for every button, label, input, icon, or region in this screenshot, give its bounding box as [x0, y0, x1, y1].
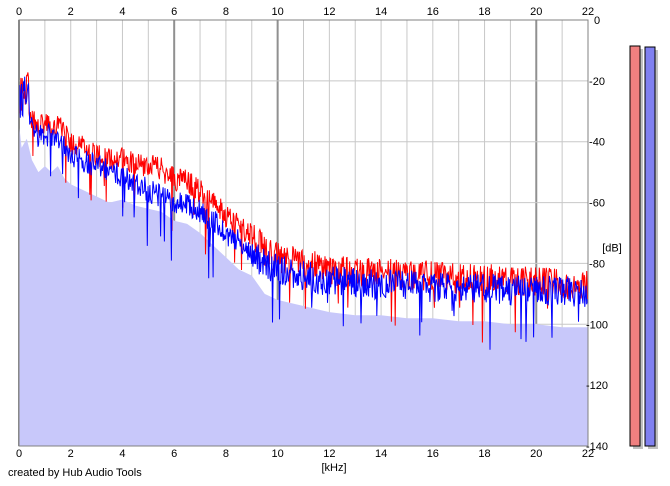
plot-border [18, 19, 589, 447]
x-tick-label-bottom: 6 [171, 448, 177, 460]
x-tick-label-top: 20 [530, 6, 542, 18]
x-tick-label-top: 14 [375, 6, 387, 18]
x-tick-label-top: 12 [323, 6, 335, 18]
y-tick-label: -120 [586, 380, 608, 392]
y-tick-label: -100 [586, 319, 608, 331]
x-axis-label: [kHz] [321, 462, 346, 474]
x-tick-label-bottom: 10 [272, 448, 284, 460]
level-meter-bar [644, 46, 656, 447]
level-meters [629, 45, 658, 449]
x-tick-label-top: 4 [119, 6, 125, 18]
y-tick-label: -140 [586, 441, 608, 453]
x-tick-labels-top: 0 2 4 6 8 10 12 14 16 18 20 22 [16, 6, 594, 18]
y-tick-label: 0 [594, 15, 600, 27]
x-tick-labels-bottom: 0 2 4 6 8 10 12 14 16 18 20 22 [16, 448, 594, 460]
y-tick-label: -80 [589, 258, 605, 270]
y-tick-labels: 0 -20 -40 -60 -80 -100 -120 -140 [586, 15, 608, 453]
x-tick-label-top: 0 [16, 6, 22, 18]
y-tick-label: -20 [589, 76, 605, 88]
x-tick-label-top: 8 [223, 6, 229, 18]
y-axis-label: [dB] [602, 242, 622, 254]
x-tick-label-top: 16 [427, 6, 439, 18]
series-line-blue [18, 76, 589, 350]
x-tick-label-bottom: 0 [16, 448, 22, 460]
x-tick-label-bottom: 2 [68, 448, 74, 460]
x-tick-label-bottom: 20 [530, 448, 542, 460]
x-tick-label-bottom: 16 [427, 448, 439, 460]
x-tick-label-top: 6 [171, 6, 177, 18]
y-tick-label: -60 [589, 198, 605, 210]
x-tick-label-bottom: 22 [582, 448, 594, 460]
spectrum-fill-area [19, 123, 588, 446]
x-tick-label-bottom: 14 [375, 448, 387, 460]
x-tick-label-bottom: 18 [478, 448, 490, 460]
x-tick-label-top: 10 [272, 6, 284, 18]
x-tick-label-top: 22 [582, 6, 594, 18]
x-tick-label-bottom: 4 [119, 448, 125, 460]
level-meter-bar [629, 45, 641, 447]
x-tick-label-top: 18 [478, 6, 490, 18]
credit-text: created by Hub Audio Tools [8, 467, 142, 479]
x-tick-label-bottom: 12 [323, 448, 335, 460]
x-tick-label-top: 2 [68, 6, 74, 18]
y-tick-label: -40 [589, 137, 605, 149]
x-tick-label-bottom: 8 [223, 448, 229, 460]
